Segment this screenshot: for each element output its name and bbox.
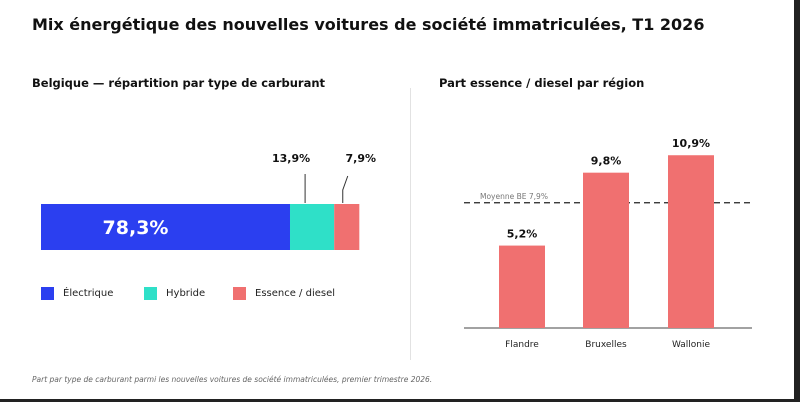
leader-line-essence-diesel: [342, 175, 349, 203]
x-tick-label-flandre: Flandre: [505, 340, 539, 350]
legend-label-essence-diesel: Essence / diesel: [255, 288, 336, 299]
data-label-bruxelles: 9,8%: [591, 155, 622, 168]
legend-item-essence-diesel: Essence / diesel: [233, 287, 335, 300]
bar-bruxelles: [583, 172, 629, 328]
reference-line-label: Moyenne BE 7,9%: [480, 192, 548, 201]
chart-title: Mix énergétique des nouvelles voitures d…: [32, 15, 705, 34]
panel-divider: [410, 88, 411, 360]
stacked-bar-chart: 78,3% 13,9% 7,9%: [41, 152, 376, 250]
x-tick-label-wallonie: Wallonie: [672, 340, 711, 350]
data-label-electrique: 78,3%: [103, 217, 169, 239]
legend-label-hybride: Hybride: [166, 288, 206, 299]
x-tick-label-bruxelles: Bruxelles: [585, 340, 627, 350]
frame-right-edge: [794, 0, 800, 402]
legend-item-electrique: Électrique: [41, 287, 113, 300]
bar-flandre: [499, 245, 545, 328]
data-label-wallonie: 10,9%: [672, 137, 710, 150]
legend-label-electrique: Électrique: [63, 288, 114, 299]
regional-bar-chart: Moyenne BE 7,9% 5,2% Flandre 9,8% Bruxelles 1…: [464, 137, 752, 350]
frame-bottom-edge: [0, 399, 800, 402]
legend-swatch-essence-diesel: [233, 287, 246, 300]
bar-segment-essence-diesel: [334, 204, 360, 250]
data-label-essence-diesel: 7,9%: [345, 152, 376, 165]
bar-segment-hybride: [289, 204, 335, 250]
left-panel-title: Belgique — répartition par type de carbu…: [32, 76, 326, 90]
bar-wallonie: [668, 155, 714, 328]
data-label-hybride: 13,9%: [272, 152, 310, 165]
legend-item-hybride: Hybride: [144, 287, 205, 300]
legend-swatch-hybride: [144, 287, 157, 300]
data-label-flandre: 5,2%: [507, 228, 538, 241]
legend-swatch-electrique: [41, 287, 54, 300]
right-panel-title: Part essence / diesel par région: [439, 76, 645, 90]
bar-segment-electrique: [41, 204, 290, 250]
footnote: Part par type de carburant parmi les nou…: [32, 375, 433, 384]
